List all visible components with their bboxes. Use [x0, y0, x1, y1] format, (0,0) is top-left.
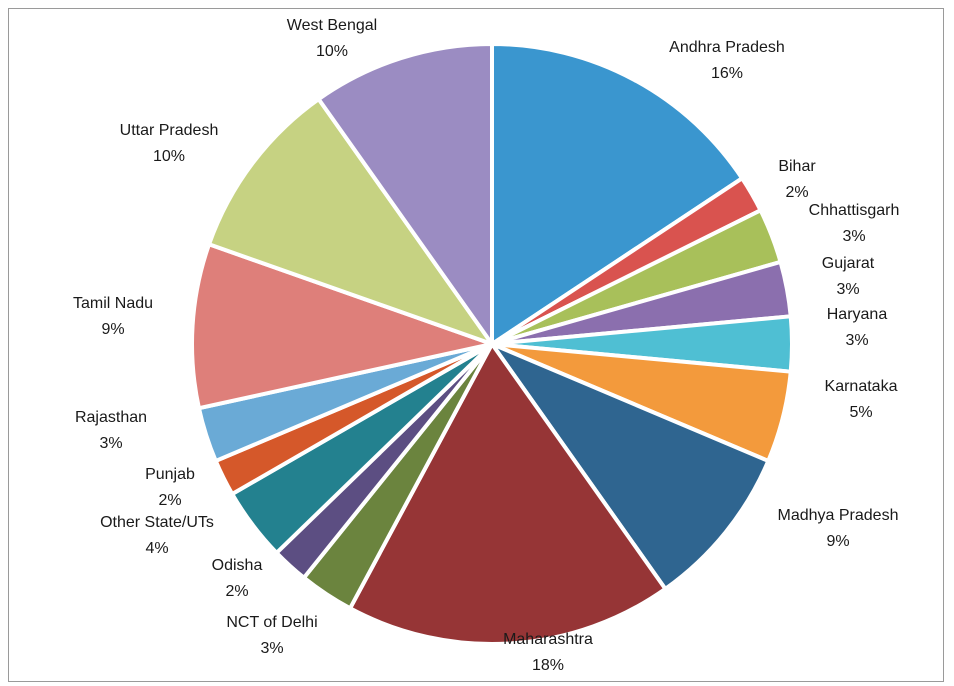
slice-label: Chhattisgarh 3% — [809, 202, 900, 245]
slice-label: Other State/UTs 4% — [100, 514, 214, 557]
slice-label: Uttar Pradesh 10% — [120, 122, 219, 165]
slice-label: Karnataka 5% — [825, 378, 898, 421]
slice-label-name: Andhra Pradesh — [669, 39, 785, 56]
slice-label: Haryana 3% — [827, 306, 888, 349]
slice-label-name: Madhya Pradesh — [778, 507, 899, 524]
slice-label-value: 3% — [99, 435, 122, 452]
slice-label-value: 9% — [826, 533, 849, 550]
pie-slice-uttar-pradesh — [207, 97, 494, 346]
slice-label-name: Gujarat — [822, 255, 875, 272]
pie-slice-tamil-nadu — [190, 242, 494, 411]
slice-label-value: 9% — [101, 321, 124, 338]
slice-label: Punjab 2% — [145, 466, 195, 509]
slice-label: Odisha 2% — [212, 557, 263, 600]
slice-label-name: Odisha — [212, 557, 263, 574]
slice-label-name: Other State/UTs — [100, 514, 214, 531]
slice-label-name: Punjab — [145, 466, 195, 483]
slice-label: Rajasthan 3% — [75, 409, 147, 452]
slice-label-value: 2% — [785, 184, 808, 201]
slice-label-value: 16% — [711, 65, 743, 82]
slice-label-name: West Bengal — [287, 17, 377, 34]
slice-label-name: Tamil Nadu — [73, 295, 153, 312]
slice-label: West Bengal 10% — [287, 17, 377, 60]
slice-label: Gujarat 3% — [822, 255, 875, 298]
pie-slice-andhra-pradesh — [490, 42, 745, 346]
pie-slice-maharashtra — [348, 342, 668, 646]
pie-slices — [190, 42, 794, 646]
slice-label-value: 18% — [532, 657, 564, 674]
slice-label-name: Haryana — [827, 306, 888, 323]
slice-label-value: 2% — [225, 583, 248, 600]
slice-label-value: 10% — [153, 148, 185, 165]
slice-label-value: 3% — [260, 640, 283, 657]
slice-label: Bihar 2% — [778, 158, 816, 201]
pie-slice-west-bengal — [316, 42, 494, 346]
slice-label-value: 2% — [158, 492, 181, 509]
slice-label-value: 10% — [316, 43, 348, 60]
slice-label: NCT of Delhi 3% — [226, 614, 317, 657]
slice-label-value: 3% — [836, 281, 859, 298]
slice-label-name: Uttar Pradesh — [120, 122, 219, 139]
slice-label: Andhra Pradesh 16% — [669, 39, 785, 82]
slice-label-name: Maharashtra — [503, 631, 593, 648]
slice-label-name: Bihar — [778, 158, 816, 175]
pie-slice-madhya-pradesh — [490, 342, 771, 591]
slice-label-name: Rajasthan — [75, 409, 147, 426]
slice-label-name: Chhattisgarh — [809, 202, 900, 219]
slice-label-value: 4% — [145, 540, 168, 557]
slice-label-value: 3% — [845, 332, 868, 349]
slice-label: Maharashtra 18% — [503, 631, 593, 674]
slice-label-name: NCT of Delhi — [226, 614, 317, 631]
slice-label: Tamil Nadu 9% — [73, 295, 153, 338]
slice-label: Madhya Pradesh 9% — [778, 507, 899, 550]
pie-labels: Andhra Pradesh 16%Bihar 2%Chhattisgarh 3%Gu… — [73, 17, 899, 674]
slice-label-name: Karnataka — [825, 378, 898, 395]
slice-label-value: 5% — [849, 404, 872, 421]
slice-label-value: 3% — [842, 228, 865, 245]
